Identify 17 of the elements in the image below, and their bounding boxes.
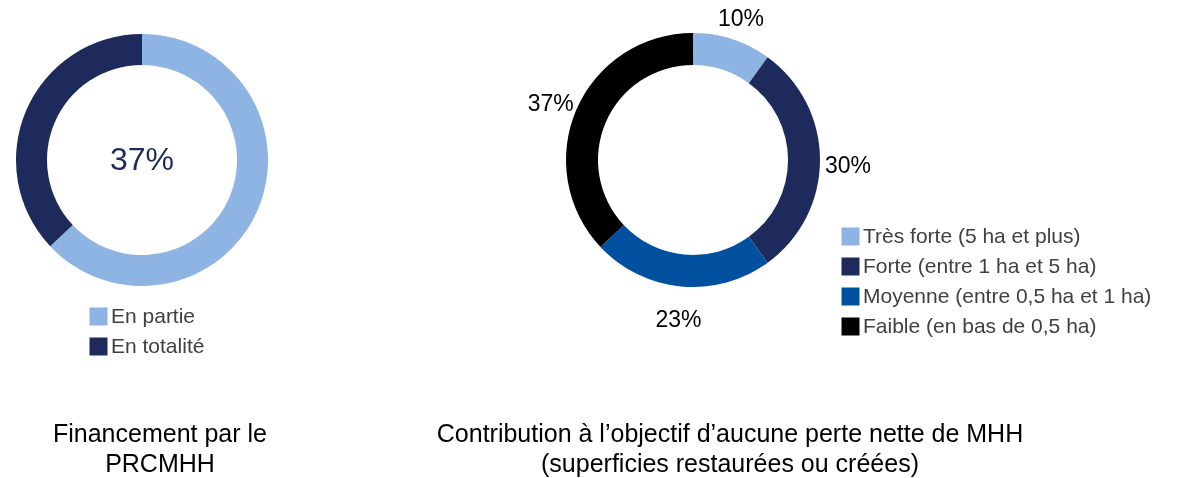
data-label: 10%	[717, 4, 764, 31]
text: Contribution à l’objectif d’aucune perte nette de MHH (superficies restaurées ou créées)	[435, 418, 1025, 478]
donut-slice	[600, 225, 768, 287]
donut-slice	[748, 57, 820, 263]
legend-label: Forte (entre 1 ha et 5 ha)	[863, 253, 1097, 277]
donut-slice	[693, 33, 768, 84]
data-label: 30%	[824, 152, 872, 178]
text: 37%	[109, 141, 175, 177]
data-label: 37%	[527, 90, 574, 117]
legend-label: Moyenne (entre 0,5 ha et 1 ha)	[863, 283, 1152, 307]
donut-slice	[50, 34, 268, 286]
legend-label: En partie	[111, 303, 196, 327]
data-label: 23%	[655, 306, 702, 333]
legend-label: En totalité	[111, 333, 205, 357]
text: Financement par le PRCMHH	[52, 418, 268, 478]
legend-label: Très forte (5 ha et plus)	[863, 223, 1081, 247]
legend-label: Faible (en bas de 0,5 ha)	[863, 313, 1097, 337]
